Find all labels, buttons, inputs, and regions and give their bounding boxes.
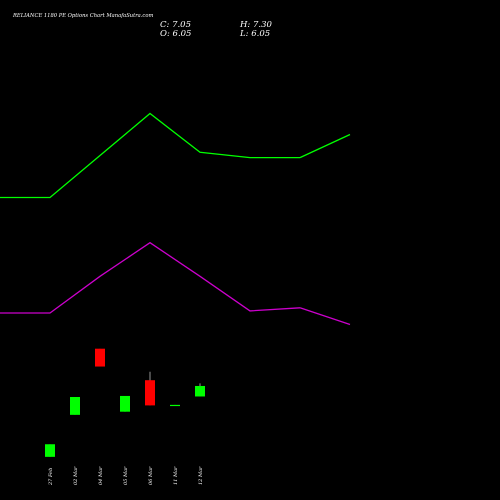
indicator-line-0 [0, 112, 300, 199]
x-tick-label-3: 05 Mar [123, 466, 129, 485]
candle-body-4 [145, 380, 155, 406]
x-tick-label-5: 11 Mar [173, 466, 179, 485]
x-tick-label-4: 06 Mar [148, 466, 154, 485]
indicator-line-2 [299, 307, 351, 326]
x-tick-label-0: 27 Feb [48, 468, 54, 486]
candle-body-2 [95, 348, 105, 367]
indicator-line-3 [299, 133, 351, 159]
close-label: C: 7.05 [160, 20, 191, 30]
candle-body-0 [45, 444, 55, 457]
indicator-lines [0, 112, 351, 326]
candle-body-5 [170, 404, 180, 407]
x-axis-ticks: 27 Feb 02 Mar 04 Mar 05 Mar 06 Mar 11 Mar 12 M… [48, 466, 204, 486]
candles [45, 348, 205, 457]
chart-title: RELIANCE 1180 PE Options Chart ManafaSut… [12, 13, 153, 19]
high-label: H: 7.30 [239, 20, 272, 30]
candle-body-6 [195, 385, 205, 397]
x-tick-label-2: 04 Mar [98, 466, 104, 485]
indicator-line-1 [0, 241, 301, 314]
low-label: L: 6.05 [239, 29, 270, 39]
x-tick-label-6: 12 Mar [198, 466, 204, 485]
open-label: O: 6.05 [160, 29, 191, 39]
candle-body-1 [70, 397, 80, 415]
candle-body-3 [120, 395, 130, 412]
x-tick-label-1: 02 Mar [73, 466, 79, 485]
